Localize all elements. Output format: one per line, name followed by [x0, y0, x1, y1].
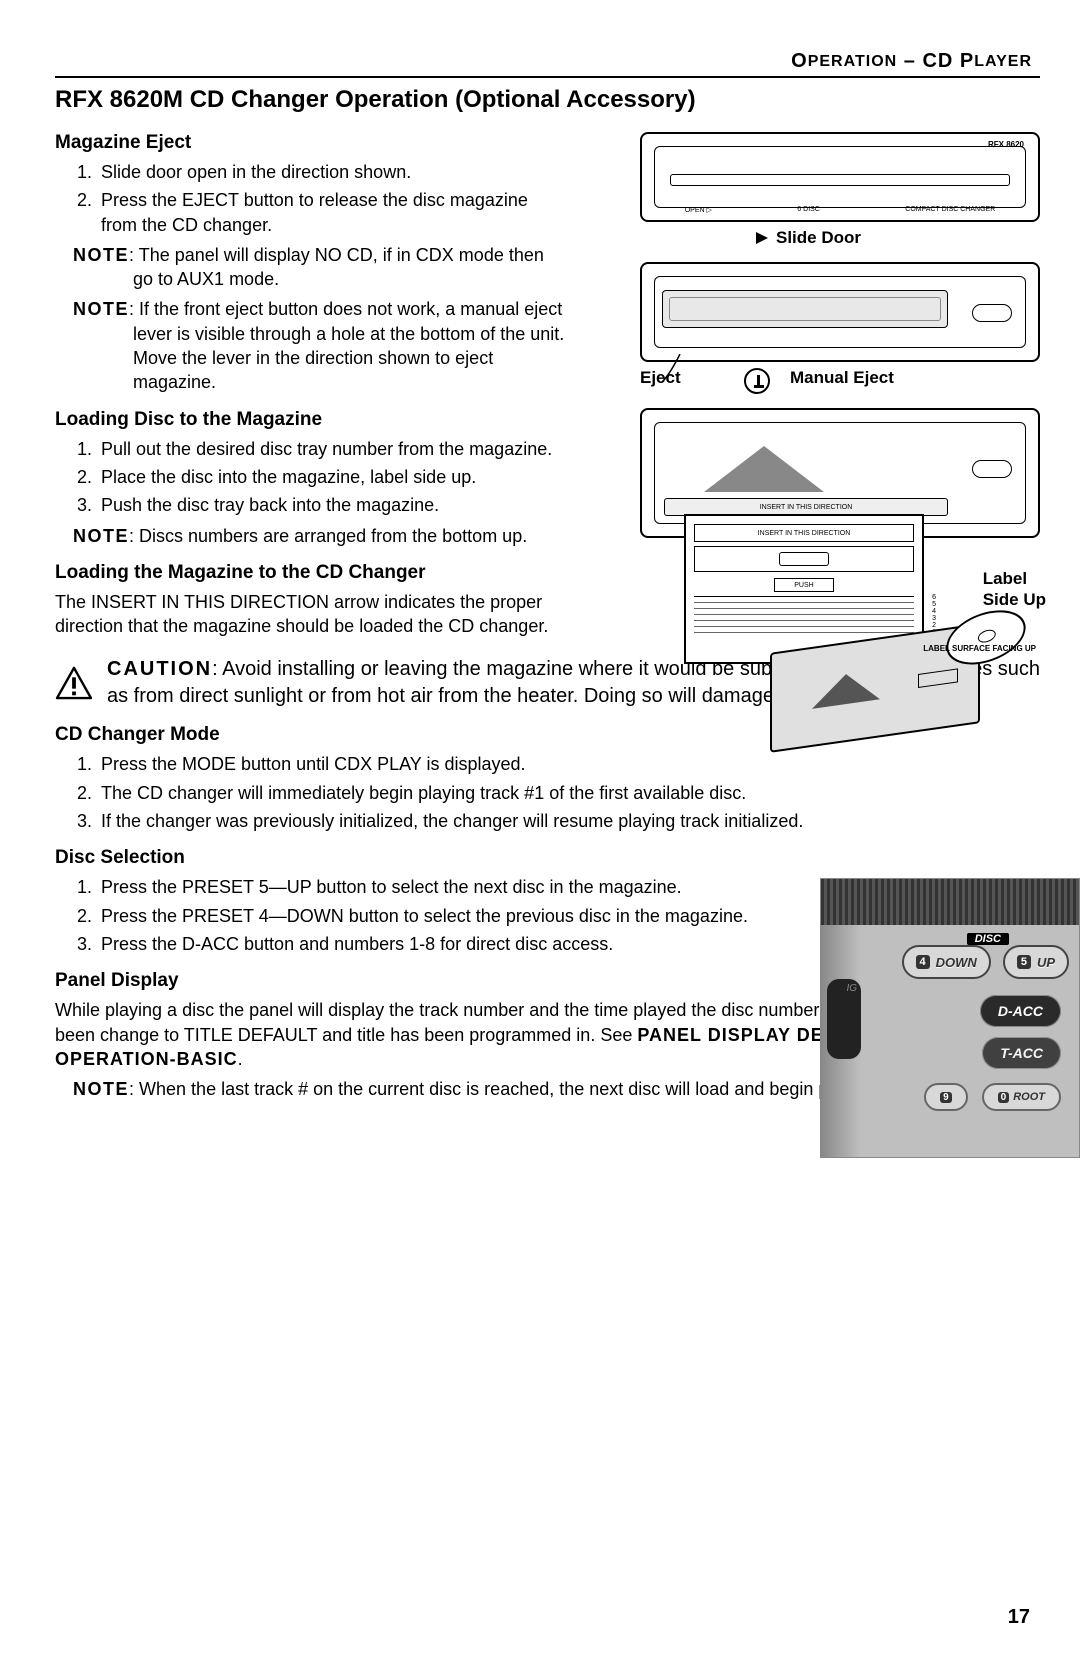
preset-4-down-button[interactable]: 4DOWN: [902, 945, 991, 979]
note-label: NOTE: [73, 526, 129, 546]
note: NOTE: The panel will display NO CD, if i…: [55, 243, 565, 292]
note: NOTE: Discs numbers are arranged from th…: [55, 524, 565, 548]
arrow-up-icon: [704, 446, 824, 492]
list-item: Press the EJECT button to release the di…: [97, 188, 565, 237]
note-text: If the front eject button does not work,…: [133, 299, 564, 392]
note-label: NOTE: [73, 299, 129, 319]
header-cd: CD P: [922, 50, 974, 72]
note: NOTE: If the front eject button does not…: [55, 297, 565, 394]
disc-count: 6 DISC: [797, 206, 820, 214]
heading-disc-selection: Disc Selection: [55, 847, 1015, 869]
paragraph: The INSERT IN THIS DIRECTION arrow indic…: [55, 590, 565, 639]
list-item: Press the PRESET 5—UP button to select t…: [97, 875, 817, 899]
caution-label: CAUTION: [107, 658, 212, 680]
preset-5-up-button[interactable]: 5UP: [1003, 945, 1069, 979]
list-item: Press the MODE button until CDX PLAY is …: [97, 752, 1015, 776]
diagram-column: RFX 8620 OPEN ▷6 DISCCOMPACT DISC CHANGE…: [640, 132, 1040, 748]
label-slide-door: Slide Door: [756, 228, 1040, 248]
note-text: The panel will display NO CD, if in CDX …: [133, 245, 544, 289]
header-small: PERATION: [808, 53, 897, 70]
ridged-texture: [821, 879, 1079, 925]
section-header: OPERATION – CD PLAYER: [55, 50, 1040, 78]
list-item: Press the PRESET 4—DOWN button to select…: [97, 904, 817, 928]
list-item: Pull out the desired disc tray number fr…: [97, 437, 565, 461]
list-cd-mode: Press the MODE button until CDX PLAY is …: [55, 752, 1015, 833]
heading-loading-magazine: Loading the Magazine to the CD Changer: [55, 562, 565, 584]
label-manual-eject: Manual Eject: [790, 368, 1040, 394]
warning-icon: [55, 666, 93, 708]
eject-pointer-icon: [660, 354, 700, 384]
labels-eject-row: Eject Manual Eject: [640, 368, 1040, 394]
note-text: Discs numbers are arranged from the bott…: [139, 526, 527, 546]
arrow-up-icon: [812, 669, 880, 709]
panel-strip: IG: [827, 979, 861, 1059]
list-item: The CD changer will immediately begin pl…: [97, 781, 1015, 805]
diagram-eject: [640, 262, 1040, 362]
t-acc-button[interactable]: T-ACC: [982, 1037, 1061, 1069]
list-item: If the changer was previously initialize…: [97, 809, 817, 833]
label-side-up: LabelSide Up: [983, 568, 1046, 611]
diagram-slide-door: RFX 8620 OPEN ▷6 DISCCOMPACT DISC CHANGE…: [640, 132, 1040, 222]
header-dash: –: [897, 50, 922, 72]
list-loading-disc: Pull out the desired disc tray number fr…: [55, 437, 565, 518]
heading-magazine-eject: Magazine Eject: [55, 132, 565, 154]
list-item: Slide door open in the direction shown.: [97, 160, 565, 184]
list-magazine-eject: Slide door open in the direction shown. …: [55, 160, 565, 237]
manual-eject-icon: [744, 368, 770, 394]
list-item: Push the disc tray back into the magazin…: [97, 493, 565, 517]
compact-label: COMPACT DISC CHANGER: [905, 206, 995, 214]
diagram-radio-panel: IG DISC 4DOWN 5UP D-ACC T-ACC 9 0ROOT: [820, 878, 1080, 1158]
header-cd2: LAYER: [974, 53, 1032, 70]
label-surface-text: LABEL SURFACE FACING UP: [923, 644, 1036, 653]
page-title: RFX 8620M CD Changer Operation (Optional…: [55, 86, 1040, 114]
diagram-loading: INSERT IN THIS DIRECTION INSERT IN THIS …: [640, 408, 1040, 748]
note-label: NOTE: [73, 1079, 129, 1099]
note-label: NOTE: [73, 245, 129, 265]
disc-tag: DISC: [967, 933, 1009, 945]
preset-9-button[interactable]: 9: [924, 1083, 968, 1111]
heading-loading-disc: Loading Disc to the Magazine: [55, 409, 565, 431]
preset-0-root-button[interactable]: 0ROOT: [982, 1083, 1061, 1111]
page-number: 17: [1008, 1606, 1030, 1629]
d-acc-button[interactable]: D-ACC: [980, 995, 1061, 1027]
arrow-right-icon: [756, 232, 768, 244]
header-cap: O: [791, 50, 808, 72]
list-item: Press the D-ACC button and numbers 1-8 f…: [97, 932, 817, 956]
list-item: Place the disc into the magazine, label …: [97, 465, 565, 489]
